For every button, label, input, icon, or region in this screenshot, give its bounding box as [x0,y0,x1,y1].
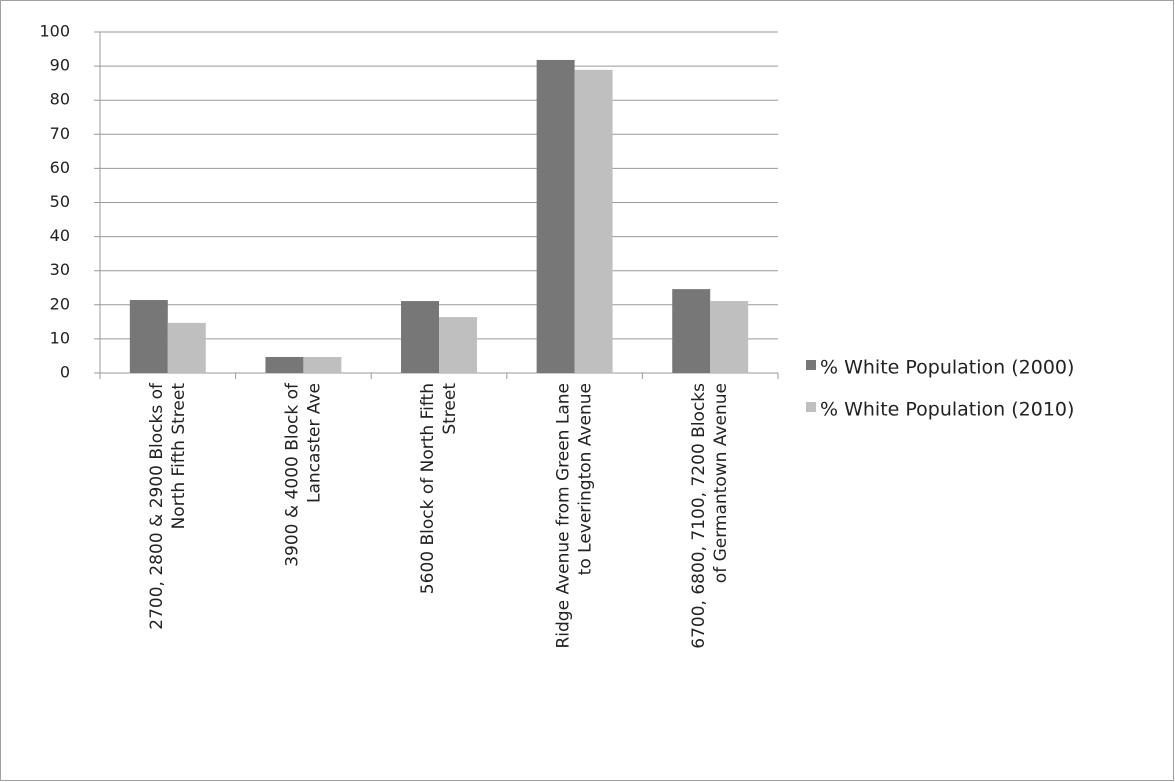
bar [167,322,206,373]
y-tick-label: 60 [50,158,70,177]
bar [129,300,168,373]
x-label-group: 2700, 2800 & 2900 Blocks of North Fifth S… [147,382,189,630]
x-label-group: 6700, 6800, 7100, 7200 Blocks of Germanto… [689,383,731,649]
y-tick-label: 90 [50,56,70,75]
y-tick-label: 10 [50,328,70,347]
y-tick-label: 70 [50,124,70,143]
x-tick-label: 2700, 2800 & 2900 Blocks of North Fifth S… [147,382,189,630]
legend-label: % White Population (2010) [820,399,1074,421]
y-tick-label: 100 [39,22,70,41]
bar [574,69,613,373]
legend-swatch [806,402,816,412]
bar [710,301,749,373]
x-label-group: 3900 & 4000 Block of Lancaster Ave [282,382,324,567]
x-tick-label: Ridge Avenue from Green Lane to Leveringt… [554,383,596,649]
x-tick-label: 6700, 6800, 7100, 7200 Blocks of Germanto… [689,383,731,649]
x-tick-label: 5600 Block of North Fifth Street [418,383,460,595]
legend-swatch [806,360,816,370]
legend-label: % White Population (2000) [820,357,1074,379]
bar [439,317,477,373]
y-tick-label: 30 [50,260,70,279]
bar [265,356,304,373]
y-tick-label: 80 [50,90,70,109]
y-tick-label: 40 [50,226,70,245]
bar [536,59,575,373]
x-tick-label: 3900 & 4000 Block of Lancaster Ave [282,382,324,567]
y-tick-label: 50 [50,192,70,211]
x-label-group: Ridge Avenue from Green Lane to Leveringt… [554,383,596,649]
bar [672,289,711,373]
bar [303,356,342,373]
y-tick-label: 0 [60,363,70,382]
y-tick-label: 20 [50,294,70,313]
x-label-group: 5600 Block of North Fifth Street [418,383,460,595]
bar [401,301,439,373]
